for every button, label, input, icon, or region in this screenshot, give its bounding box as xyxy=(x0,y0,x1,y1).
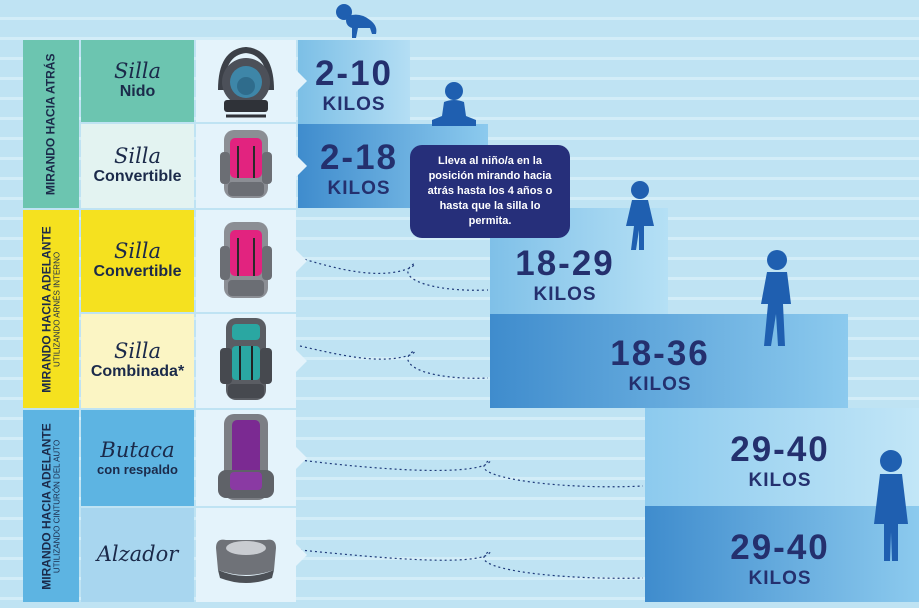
seat-image-cell-4 xyxy=(196,410,307,506)
section-title: MIRANDO HACIA ATRÁS xyxy=(43,53,58,195)
weight-unit: KILOS xyxy=(533,284,597,305)
high-back-booster-icon xyxy=(218,414,274,500)
seat-image-cell-5 xyxy=(196,508,307,602)
crawling-baby-icon xyxy=(336,4,377,38)
weight-unit: KILOS xyxy=(628,374,692,395)
seat-name-line2: Convertible xyxy=(93,168,182,186)
weight-label-2: 18-29 KILOS xyxy=(490,238,640,314)
seat-name-3: Silla Combinada* xyxy=(81,314,194,408)
seat-name-4: Butaca con respaldo xyxy=(81,410,194,506)
weight-unit: KILOS xyxy=(327,178,391,199)
section-title: MIRANDO HACIA ADELANTE xyxy=(39,422,54,590)
seat-name-line1: Alzador xyxy=(96,542,179,567)
section-rear-facing: MIRANDO HACIA ATRÁS xyxy=(23,40,79,208)
dotted-connector xyxy=(299,345,489,379)
weight-step-0 xyxy=(298,40,410,124)
note-text: Lleva al niño/a en la posición mirando h… xyxy=(427,155,553,227)
rear-facing-note: Lleva al niño/a en la posición mirando h… xyxy=(410,145,570,238)
section-subtitle: UTILIZANDO ARNÉS INTERNO xyxy=(52,251,62,367)
dotted-connector xyxy=(299,549,644,579)
weight-step-3 xyxy=(490,314,848,408)
weight-range: 2-18 xyxy=(319,138,399,177)
standing-girl-icon xyxy=(874,450,908,561)
weight-label-4: 29-40 KILOS xyxy=(700,426,860,498)
weight-step-5 xyxy=(645,506,919,602)
seat-name-line1: Silla xyxy=(113,144,162,169)
weight-step-4 xyxy=(645,408,919,506)
weight-label-3: 18-36 KILOS xyxy=(570,330,750,402)
section-title: MIRANDO HACIA ADELANTE xyxy=(39,225,54,393)
seat-name-line2: Combinada* xyxy=(90,363,185,381)
weight-range: 29-40 xyxy=(730,528,830,567)
combination-seat-icon xyxy=(220,318,272,400)
weight-label-0: 2-10 KILOS xyxy=(298,50,410,122)
infant-carrier-icon xyxy=(218,46,274,118)
weight-label-5: 29-40 KILOS xyxy=(700,524,860,596)
seat-name-line2: Nido xyxy=(119,83,156,101)
seat-image-cell-2 xyxy=(196,210,307,312)
section-forward-belt: MIRANDO HACIA ADELANTE UTILIZANDO CINTURÓ… xyxy=(23,410,79,602)
weight-unit: KILOS xyxy=(748,568,812,589)
weight-range: 18-36 xyxy=(610,334,710,373)
sitting-baby-icon xyxy=(432,82,476,126)
toddler-icon xyxy=(626,181,654,250)
section-forward-harness: MIRANDO HACIA ADELANTE UTILIZANDO ARNÉS I… xyxy=(23,210,79,408)
weight-unit: KILOS xyxy=(322,94,386,115)
seat-name-1: Silla Convertible xyxy=(81,124,194,208)
convertible-seat-icon xyxy=(220,130,272,198)
dotted-connector xyxy=(299,257,489,291)
seat-name-5: Alzador xyxy=(81,508,194,602)
section-subtitle: UTILIZANDO CINTURÓN DEL AUTO xyxy=(52,439,62,573)
seat-name-line1: Butaca xyxy=(100,437,175,462)
seat-name-line1: Silla xyxy=(113,239,162,264)
seat-name-line1: Silla xyxy=(113,339,162,364)
weight-range: 2-10 xyxy=(314,54,394,93)
weight-range: 29-40 xyxy=(730,430,830,469)
seat-name-0: Silla Nido xyxy=(81,40,194,122)
seat-name-line2: con respaldo xyxy=(97,462,178,478)
convertible-seat-icon xyxy=(220,222,272,298)
seat-name-2: Silla Convertible xyxy=(81,210,194,312)
walking-child-icon xyxy=(761,250,791,346)
seat-image-cell-0 xyxy=(196,40,307,122)
seat-image-cell-3 xyxy=(196,314,307,408)
weight-label-1: 2-18 KILOS xyxy=(298,134,420,206)
weight-unit: KILOS xyxy=(748,470,812,491)
seat-name-line2: Convertible xyxy=(93,263,182,281)
seat-name-line1: Silla xyxy=(113,59,162,84)
seat-image-cell-1 xyxy=(196,124,307,208)
dotted-connector xyxy=(299,459,644,488)
backless-booster-icon xyxy=(216,539,276,583)
weight-range: 18-29 xyxy=(515,244,615,283)
